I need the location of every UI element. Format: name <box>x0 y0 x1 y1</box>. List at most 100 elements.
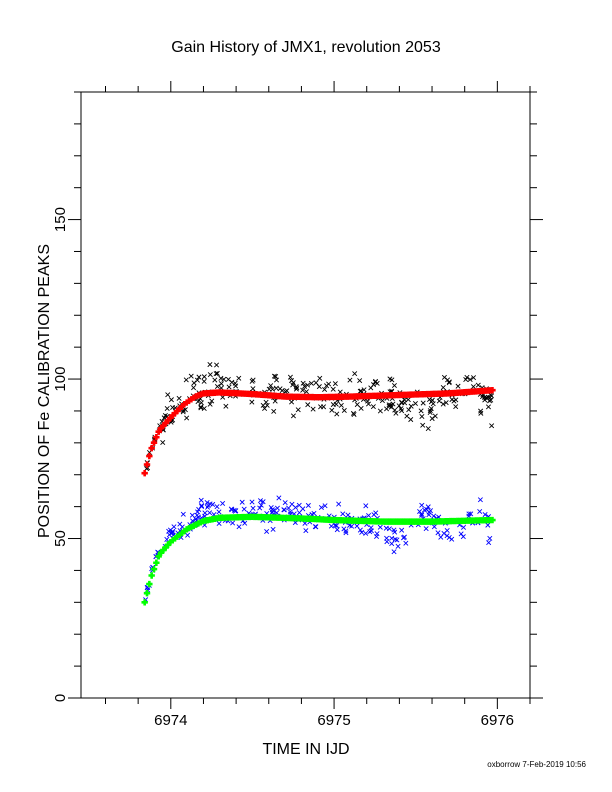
scatter-point <box>477 497 483 503</box>
scatter-point <box>201 378 207 384</box>
scatter-point <box>343 530 349 536</box>
scatter-point <box>290 413 296 419</box>
scatter-point <box>386 402 392 408</box>
scatter-point <box>249 499 255 505</box>
data-marks <box>141 362 496 606</box>
series-0-scatter <box>144 362 495 472</box>
scatter-point <box>466 511 472 517</box>
scatter-point <box>198 405 204 411</box>
scatter-point <box>417 509 423 515</box>
scatter-point <box>396 403 402 409</box>
scatter-point <box>399 527 405 533</box>
scatter-point <box>334 523 340 529</box>
series-3-fit <box>141 513 496 606</box>
scatter-point <box>239 499 245 505</box>
scatter-point <box>250 377 256 383</box>
scatter-point <box>258 502 264 508</box>
scatter-point <box>294 385 300 391</box>
scatter-point <box>295 407 301 413</box>
scatter-point <box>425 426 431 432</box>
scatter-point <box>406 407 412 413</box>
scatter-point <box>333 401 339 407</box>
scatter-point <box>464 374 470 380</box>
scatter-point <box>429 397 435 403</box>
scatter-point <box>478 408 484 414</box>
scatter-point <box>455 383 461 389</box>
scatter-point <box>305 402 311 408</box>
scatter-point <box>392 529 398 535</box>
scatter-point <box>207 372 213 378</box>
scatter-point <box>168 397 174 403</box>
scatter-point <box>412 400 418 406</box>
scatter-point <box>363 530 369 536</box>
scatter-point <box>423 526 429 532</box>
scatter-point <box>302 520 308 526</box>
scatter-point <box>177 521 183 527</box>
scatter-point <box>391 549 397 555</box>
scatter-point <box>236 375 242 381</box>
x-tick-label: 6974 <box>154 712 187 729</box>
scatter-point <box>408 403 414 409</box>
scatter-point <box>371 382 377 388</box>
scatter-point <box>403 540 409 546</box>
y-tick-label: 150 <box>52 207 69 232</box>
scatter-point <box>449 536 455 542</box>
scatter-point <box>357 527 363 533</box>
scatter-point <box>216 509 222 515</box>
scatter-point <box>377 524 383 530</box>
scatter-point <box>257 498 264 504</box>
scatter-point <box>271 408 277 414</box>
scatter-point <box>438 534 444 540</box>
scatter-point <box>347 522 353 528</box>
scatter-point <box>313 380 319 386</box>
scatter-point <box>274 505 280 511</box>
scatter-point <box>350 410 356 416</box>
scatter-point <box>216 520 222 526</box>
scatter-point <box>352 371 358 377</box>
scatter-point <box>400 535 406 541</box>
scatter-point <box>301 383 308 389</box>
scatter-point <box>268 383 274 389</box>
scatter-point <box>214 370 220 376</box>
scatter-point <box>440 384 446 391</box>
scatter-point <box>272 398 278 404</box>
scatter-point <box>482 394 488 401</box>
y-tick-label: 100 <box>52 367 69 392</box>
scatter-point <box>199 503 205 509</box>
scatter-point <box>432 413 438 419</box>
scatter-point <box>313 524 319 530</box>
scatter-point <box>446 380 452 386</box>
fit-point <box>141 469 148 477</box>
scatter-point <box>287 374 293 380</box>
scatter-point <box>213 371 219 377</box>
scatter-point <box>345 512 351 518</box>
scatter-point <box>282 389 288 395</box>
scatter-point <box>165 392 171 398</box>
scatter-point <box>394 537 400 543</box>
scatter-point <box>242 520 248 526</box>
scatter-point <box>171 524 177 530</box>
scatter-point <box>250 505 256 511</box>
scatter-point <box>338 402 344 408</box>
scatter-point <box>389 541 395 547</box>
scatter-point <box>424 506 430 512</box>
scatter-point <box>332 522 338 528</box>
scatter-point <box>431 513 437 519</box>
scatter-point <box>436 398 442 404</box>
scatter-point <box>290 382 296 388</box>
scatter-point <box>440 401 446 407</box>
scatter-point <box>249 399 255 405</box>
scatter-point <box>359 529 365 535</box>
scatter-point <box>453 404 459 410</box>
scatter-point <box>322 387 328 393</box>
scatter-point <box>273 374 279 380</box>
scatter-point <box>431 524 437 530</box>
scatter-point <box>183 377 189 383</box>
chart-title: Gain History of JMX1, revolution 2053 <box>171 39 441 56</box>
scatter-point <box>170 404 176 411</box>
plot-frame <box>80 91 531 699</box>
scatter-point <box>418 408 424 414</box>
scatter-point <box>357 388 363 394</box>
scatter-point <box>207 401 213 407</box>
scatter-point <box>336 501 342 507</box>
